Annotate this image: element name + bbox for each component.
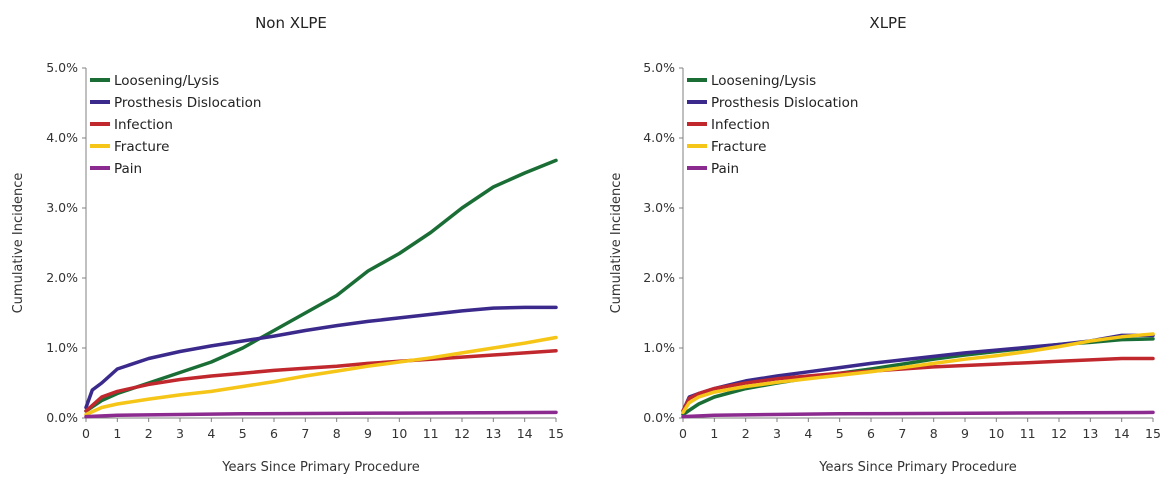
x-tick-label: 7 xyxy=(898,426,906,441)
x-tick-label: 8 xyxy=(333,426,341,441)
series-line-fracture xyxy=(681,332,1155,415)
y-tick-label: 1.0% xyxy=(46,340,78,355)
x-tick-label: 5 xyxy=(239,426,247,441)
x-tick-label: 14 xyxy=(517,426,533,441)
x-tick-label: 0 xyxy=(82,426,90,441)
x-tick-label: 6 xyxy=(270,426,278,441)
legend-label: Prosthesis Dislocation xyxy=(711,95,858,111)
series-line-prosthesis-dislocation xyxy=(84,305,558,410)
legend-label: Infection xyxy=(114,117,173,133)
legend-label: Loosening/Lysis xyxy=(711,73,816,89)
x-tick-label: 4 xyxy=(804,426,812,441)
x-tick-label: 10 xyxy=(988,426,1004,441)
y-tick-label: 2.0% xyxy=(643,270,675,285)
x-tick-label: 10 xyxy=(391,426,407,441)
x-tick-label: 14 xyxy=(1114,426,1130,441)
x-tick-label: 15 xyxy=(548,426,564,441)
series-line-pain xyxy=(84,410,558,419)
x-tick-label: 13 xyxy=(485,426,501,441)
x-tick-label: 11 xyxy=(423,426,439,441)
legend-label: Fracture xyxy=(711,139,766,155)
legend-label: Pain xyxy=(114,161,142,177)
y-tick-label: 3.0% xyxy=(643,200,675,215)
y-tick-label: 5.0% xyxy=(643,60,675,75)
x-axis-label: Years Since Primary Procedure xyxy=(221,460,420,475)
legend-label: Fracture xyxy=(114,139,169,155)
x-tick-label: 9 xyxy=(961,426,969,441)
y-tick-label: 3.0% xyxy=(46,200,78,215)
x-tick-label: 12 xyxy=(454,426,470,441)
legend: Loosening/Lysis Prosthesis Dislocation Inf… xyxy=(687,73,858,177)
legend-label: Prosthesis Dislocation xyxy=(114,95,261,111)
y-tick-label: 1.0% xyxy=(643,340,675,355)
x-tick-label: 3 xyxy=(773,426,781,441)
legend-label: Loosening/Lysis xyxy=(114,73,219,89)
y-tick-label: 0.0% xyxy=(46,410,78,425)
x-tick-label: 5 xyxy=(836,426,844,441)
x-tick-label: 0 xyxy=(679,426,687,441)
y-tick-label: 4.0% xyxy=(643,130,675,145)
series-line-loosening-lysis xyxy=(681,337,1155,417)
y-axis-label: Cumulative Incidence xyxy=(609,173,624,314)
x-tick-label: 9 xyxy=(364,426,372,441)
y-tick-label: 0.0% xyxy=(643,410,675,425)
x-tick-label: 15 xyxy=(1145,426,1161,441)
legend-label: Pain xyxy=(711,161,739,177)
x-tick-label: 2 xyxy=(145,426,153,441)
y-tick-label: 4.0% xyxy=(46,130,78,145)
x-tick-label: 1 xyxy=(710,426,718,441)
series-line-infection xyxy=(84,349,558,413)
x-tick-label: 6 xyxy=(867,426,875,441)
chart-title: Non XLPE xyxy=(255,14,327,32)
x-tick-label: 8 xyxy=(930,426,938,441)
chart-title: XLPE xyxy=(869,14,906,32)
series-line-prosthesis-dislocation xyxy=(681,333,1155,413)
x-tick-label: 12 xyxy=(1051,426,1067,441)
x-axis-label: Years Since Primary Procedure xyxy=(818,460,1017,475)
x-tick-label: 13 xyxy=(1082,426,1098,441)
y-tick-label: 5.0% xyxy=(46,60,78,75)
x-tick-label: 2 xyxy=(742,426,750,441)
x-tick-label: 4 xyxy=(207,426,215,441)
legend: Loosening/Lysis Prosthesis Dislocation Inf… xyxy=(90,73,261,177)
x-tick-label: 3 xyxy=(176,426,184,441)
legend-label: Infection xyxy=(711,117,770,133)
series-line-pain xyxy=(681,410,1155,419)
y-axis-label: Cumulative Incidence xyxy=(11,173,26,314)
x-tick-label: 7 xyxy=(301,426,309,441)
x-tick-label: 1 xyxy=(113,426,121,441)
series-line-fracture xyxy=(84,335,558,417)
y-tick-label: 2.0% xyxy=(46,270,78,285)
x-tick-label: 11 xyxy=(1020,426,1036,441)
